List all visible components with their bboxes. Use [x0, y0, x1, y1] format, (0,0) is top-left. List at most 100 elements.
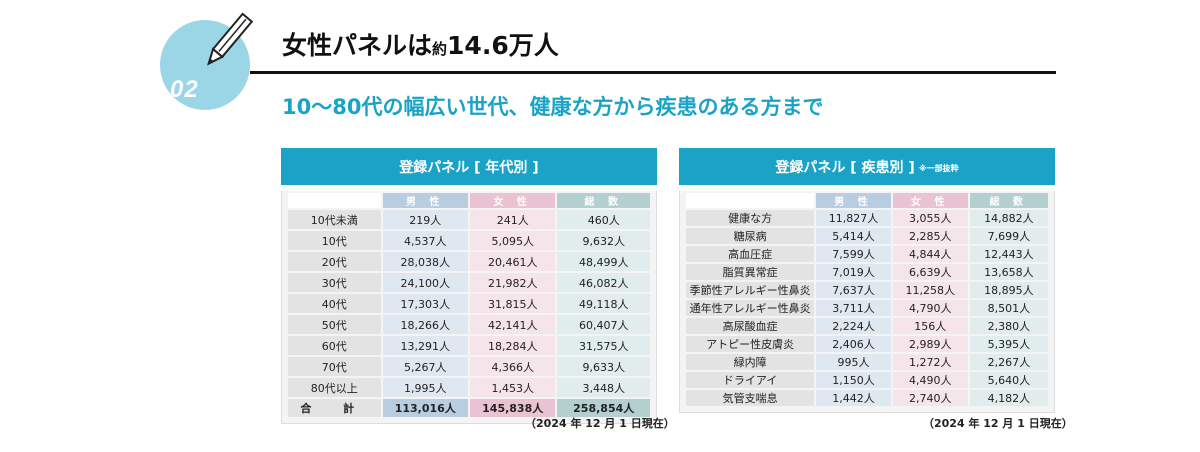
cell-label: 高血圧症	[686, 246, 815, 262]
cell-total: 9,632人	[557, 231, 650, 250]
cell-male: 7,637人	[816, 282, 891, 298]
cell-male: 17,303人	[382, 294, 468, 313]
cell-female: 21,982人	[469, 273, 556, 292]
cell-total: 5,395人	[969, 336, 1048, 352]
cell-label: 高尿酸血症	[686, 318, 815, 334]
cell-total: 48,499人	[557, 252, 650, 271]
pen-icon	[207, 12, 254, 66]
table-row: アトピー性皮膚炎 2,406人 2,989人 5,395人	[686, 336, 1048, 352]
cell-label: 30代	[288, 273, 381, 292]
cell-total: 12,443人	[969, 246, 1048, 262]
col-total: 総 数	[557, 193, 650, 208]
cell-total: 14,882人	[969, 210, 1048, 226]
cell-total: 7,699人	[969, 228, 1048, 244]
table-row: 高血圧症 7,599人 4,844人 12,443人	[686, 246, 1048, 262]
cell-label: 70代	[288, 357, 381, 376]
cell-male: 219人	[382, 210, 468, 229]
cell-label: 季節性アレルギー性鼻炎	[686, 282, 815, 298]
cell-label: ドライアイ	[686, 372, 815, 388]
cell-label: 10代	[288, 231, 381, 250]
cell-label: 20代	[288, 252, 381, 271]
cell-male: 7,019人	[816, 264, 891, 280]
cell-male: 3,711人	[816, 300, 891, 316]
cell-label: 40代	[288, 294, 381, 313]
cell-female: 5,095人	[469, 231, 556, 250]
age-table-title: 登録パネル [ 年代別 ]	[281, 148, 657, 185]
cell-male: 7,599人	[816, 246, 891, 262]
page-subtitle: 10～80代の幅広い世代、健康な方から疾患のある方まで	[282, 95, 824, 119]
col-female: 女 性	[892, 193, 968, 208]
disease-table-title: 登録パネル [ 疾患別 ] ※一部抜粋	[679, 148, 1055, 185]
cell-total: 60,407人	[557, 315, 650, 334]
cell-male: 24,100人	[382, 273, 468, 292]
cell-female: 2,989人	[892, 336, 968, 352]
disease-table-date: （2024 年 12 月 1 日現在）	[923, 417, 1073, 430]
table-row: 気管支喘息 1,442人 2,740人 4,182人	[686, 390, 1048, 406]
table-row: 緑内障 995人 1,272人 2,267人	[686, 354, 1048, 370]
table-row: 通年性アレルギー性鼻炎 3,711人 4,790人 8,501人	[686, 300, 1048, 316]
cell-total: 46,082人	[557, 273, 650, 292]
cell-male: 1,442人	[816, 390, 891, 406]
table-row: 70代 5,267人 4,366人 9,633人	[288, 357, 650, 376]
page-title: 女性パネルは約14.6万人	[282, 31, 559, 60]
cell-total: 4,182人	[969, 390, 1048, 406]
cell-female: 11,258人	[892, 282, 968, 298]
total-row: 合 計 113,016人 145,838人 258,854人	[288, 399, 650, 417]
cell-total: 5,640人	[969, 372, 1048, 388]
table-row: ドライアイ 1,150人 4,490人 5,640人	[686, 372, 1048, 388]
cell-female: 18,284人	[469, 336, 556, 355]
cell-total: 460人	[557, 210, 650, 229]
cell-label: アトピー性皮膚炎	[686, 336, 815, 352]
table-row: 40代 17,303人 31,815人 49,118人	[288, 294, 650, 313]
cell-female: 20,461人	[469, 252, 556, 271]
cell-total: 49,118人	[557, 294, 650, 313]
table-row: 脂質異常症 7,019人 6,639人 13,658人	[686, 264, 1048, 280]
cell-male: 4,537人	[382, 231, 468, 250]
cell-label: 通年性アレルギー性鼻炎	[686, 300, 815, 316]
disease-table: 登録パネル [ 疾患別 ] ※一部抜粋 男 性 女 性 総 数 健康な方 11,82…	[679, 148, 1055, 413]
cell-female: 4,490人	[892, 372, 968, 388]
cell-total: 2,267人	[969, 354, 1048, 370]
cell-female: 156人	[892, 318, 968, 334]
cell-label: 60代	[288, 336, 381, 355]
cell-total: 9,633人	[557, 357, 650, 376]
cell-label: 健康な方	[686, 210, 815, 226]
cell-female: 2,740人	[892, 390, 968, 406]
cell-male: 28,038人	[382, 252, 468, 271]
cell-male: 11,827人	[816, 210, 891, 226]
cell-female: 4,844人	[892, 246, 968, 262]
cell-female: 6,639人	[892, 264, 968, 280]
age-table: 登録パネル [ 年代別 ] 男 性 女 性 総 数 10代未満 219人 241人 4…	[281, 148, 657, 424]
table-row: 健康な方 11,827人 3,055人 14,882人	[686, 210, 1048, 226]
table-row: 10代 4,537人 5,095人 9,632人	[288, 231, 650, 250]
col-male: 男 性	[382, 193, 468, 208]
table-row: 高尿酸血症 2,224人 156人 2,380人	[686, 318, 1048, 334]
cell-female: 4,790人	[892, 300, 968, 316]
cell-label: 50代	[288, 315, 381, 334]
cell-female: 42,141人	[469, 315, 556, 334]
table-row: 20代 28,038人 20,461人 48,499人	[288, 252, 650, 271]
cell-male: 1,150人	[816, 372, 891, 388]
column-header-row: 男 性 女 性 総 数	[686, 193, 1048, 208]
cell-label: 80代以上	[288, 378, 381, 397]
cell-label: 気管支喘息	[686, 390, 815, 406]
age-table-date: （2024 年 12 月 1 日現在）	[525, 417, 675, 430]
cell-male: 18,266人	[382, 315, 468, 334]
table-row: 30代 24,100人 21,982人 46,082人	[288, 273, 650, 292]
cell-label: 糖尿病	[686, 228, 815, 244]
table-row: 季節性アレルギー性鼻炎 7,637人 11,258人 18,895人	[686, 282, 1048, 298]
cell-total: 31,575人	[557, 336, 650, 355]
cell-total: 3,448人	[557, 378, 650, 397]
cell-label: 脂質異常症	[686, 264, 815, 280]
cell-male: 2,406人	[816, 336, 891, 352]
cell-female: 1,453人	[469, 378, 556, 397]
cell-male: 5,267人	[382, 357, 468, 376]
col-female: 女 性	[469, 193, 556, 208]
table-row: 50代 18,266人 42,141人 60,407人	[288, 315, 650, 334]
cell-female: 3,055人	[892, 210, 968, 226]
cell-total: 2,380人	[969, 318, 1048, 334]
section-number: 02	[170, 76, 199, 103]
cell-male: 13,291人	[382, 336, 468, 355]
table-row: 60代 13,291人 18,284人 31,575人	[288, 336, 650, 355]
cell-female: 31,815人	[469, 294, 556, 313]
